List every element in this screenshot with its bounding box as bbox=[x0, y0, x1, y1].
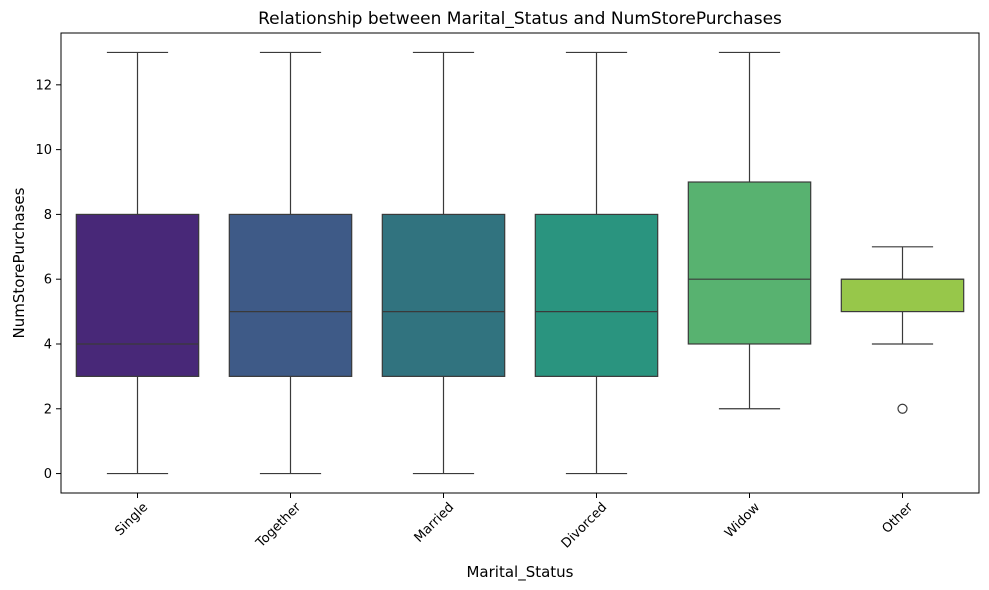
x-tick-label: Divorced bbox=[559, 500, 610, 551]
x-tick-label: Single bbox=[112, 500, 151, 539]
y-axis-label: NumStorePurchases bbox=[10, 187, 28, 338]
y-tick-label: 0 bbox=[44, 467, 52, 482]
iqr-box bbox=[75, 213, 200, 377]
x-tick-label: Widow bbox=[722, 500, 763, 541]
y-tick-label: 12 bbox=[35, 78, 52, 93]
iqr-box bbox=[687, 181, 812, 345]
box-married bbox=[381, 51, 506, 475]
iqr-box bbox=[534, 213, 659, 377]
x-tick-label: Together bbox=[253, 500, 305, 552]
box-divorced bbox=[534, 51, 659, 475]
y-tick-label: 8 bbox=[44, 208, 52, 223]
box-single bbox=[75, 51, 200, 475]
box-together bbox=[228, 51, 353, 475]
outlier-point bbox=[897, 403, 908, 414]
box-other bbox=[840, 246, 965, 414]
box-widow bbox=[687, 51, 812, 410]
iqr-box bbox=[840, 278, 965, 313]
plot-area-frame bbox=[60, 32, 980, 494]
x-tick-label: Married bbox=[412, 500, 458, 546]
y-tick-label: 2 bbox=[44, 402, 52, 417]
iqr-box bbox=[381, 213, 506, 377]
y-tick-label: 4 bbox=[44, 337, 52, 352]
boxes-layer bbox=[75, 51, 965, 475]
x-axis: Single Together Married Divorced Widow Other bbox=[112, 493, 917, 552]
y-axis: 0 2 4 6 8 10 12 bbox=[35, 78, 61, 482]
x-tick-label: Other bbox=[879, 500, 916, 537]
y-tick-label: 6 bbox=[44, 273, 52, 288]
x-axis-label: Marital_Status bbox=[466, 563, 573, 582]
iqr-box bbox=[228, 213, 353, 377]
chart-title: Relationship between Marital_Status and … bbox=[258, 9, 782, 29]
y-tick-label: 10 bbox=[35, 143, 52, 158]
